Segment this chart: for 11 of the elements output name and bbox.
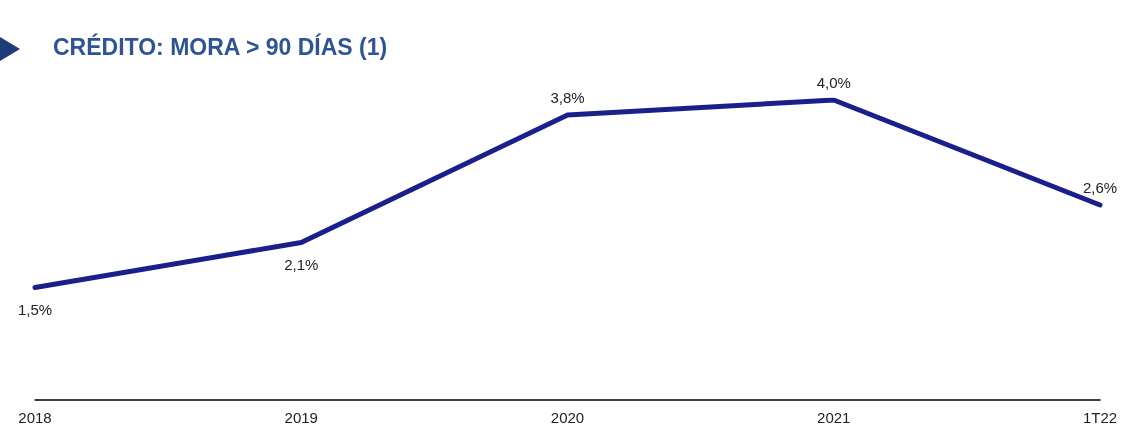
data-label: 3,8% [550, 89, 585, 106]
data-label: 2,6% [1082, 179, 1118, 196]
x-tick-label: 2018 [18, 409, 52, 426]
data-label: 1,5% [17, 300, 53, 318]
x-tick-label: 2019 [284, 409, 318, 426]
data-label: 2,1% [284, 255, 319, 273]
x-tick-label: 1T22 [1082, 409, 1118, 426]
chart-title: CRÉDITO: MORA > 90 DÍAS (1) [53, 32, 388, 60]
x-tick-label: 2020 [550, 409, 585, 426]
x-tick-label: 2021 [817, 409, 851, 426]
data-label: 4,0% [816, 74, 851, 91]
